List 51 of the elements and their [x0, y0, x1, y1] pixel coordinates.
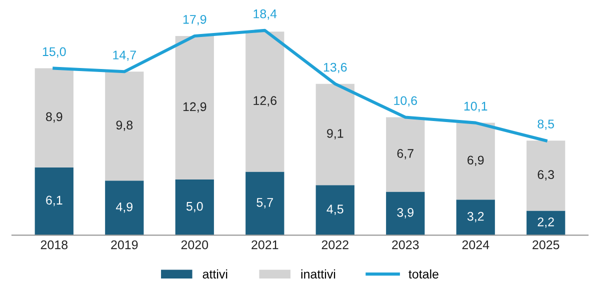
legend-label: inattivi	[301, 269, 336, 279]
x-tick-label: 2022	[322, 240, 348, 250]
data-label: 18,4	[254, 9, 277, 20]
data-label: 6,1	[46, 196, 62, 206]
data-label: 3,9	[397, 208, 414, 218]
data-label: 5,0	[186, 202, 203, 212]
legend-label: totale	[408, 269, 438, 279]
data-label: 4,9	[116, 202, 132, 213]
x-tick-label: 2019	[111, 240, 138, 250]
legend-label: attivi	[202, 269, 228, 279]
bar	[175, 36, 214, 180]
data-label: 13,6	[324, 62, 347, 74]
bar	[34, 167, 74, 236]
data-label: 6,9	[468, 156, 484, 166]
data-label: 8,5	[538, 120, 554, 130]
x-tick-label: 2025	[532, 240, 560, 250]
data-label: 15,0	[42, 47, 66, 58]
data-label: 10,6	[394, 96, 417, 107]
data-label: 6,7	[397, 149, 414, 160]
data-label: 8,9	[46, 112, 62, 123]
data-label: 3,2	[467, 212, 484, 222]
data-label: 5,7	[256, 198, 273, 208]
bar	[34, 68, 74, 168]
bar	[246, 32, 284, 172]
bar	[105, 72, 144, 181]
data-label: 14,7	[113, 50, 136, 61]
x-tick-label: 2021	[252, 240, 278, 250]
bar	[105, 180, 144, 236]
data-label: 12,6	[254, 96, 276, 106]
data-label: 9,8	[116, 120, 133, 131]
bar	[316, 84, 354, 186]
x-tick-label: 2023	[392, 240, 419, 250]
data-label: 4,5	[326, 204, 344, 215]
bar	[526, 140, 566, 211]
data-label: 6,3	[538, 170, 554, 180]
x-tick-label: 2018	[40, 240, 68, 250]
bar	[456, 122, 495, 200]
bar	[246, 172, 284, 236]
bar	[316, 185, 354, 236]
x-tick-label: 2024	[462, 240, 490, 250]
bar	[386, 192, 425, 236]
data-label: 10,1	[464, 102, 488, 112]
x-tick-label: 2020	[181, 240, 208, 250]
bar	[386, 117, 425, 192]
bar	[526, 210, 566, 236]
bar	[456, 200, 495, 236]
bar	[175, 180, 214, 236]
data-label: 12,9	[183, 102, 206, 113]
data-label: 17,9	[183, 14, 206, 26]
data-label: 2,2	[538, 217, 554, 228]
data-label: 9,1	[327, 129, 344, 140]
